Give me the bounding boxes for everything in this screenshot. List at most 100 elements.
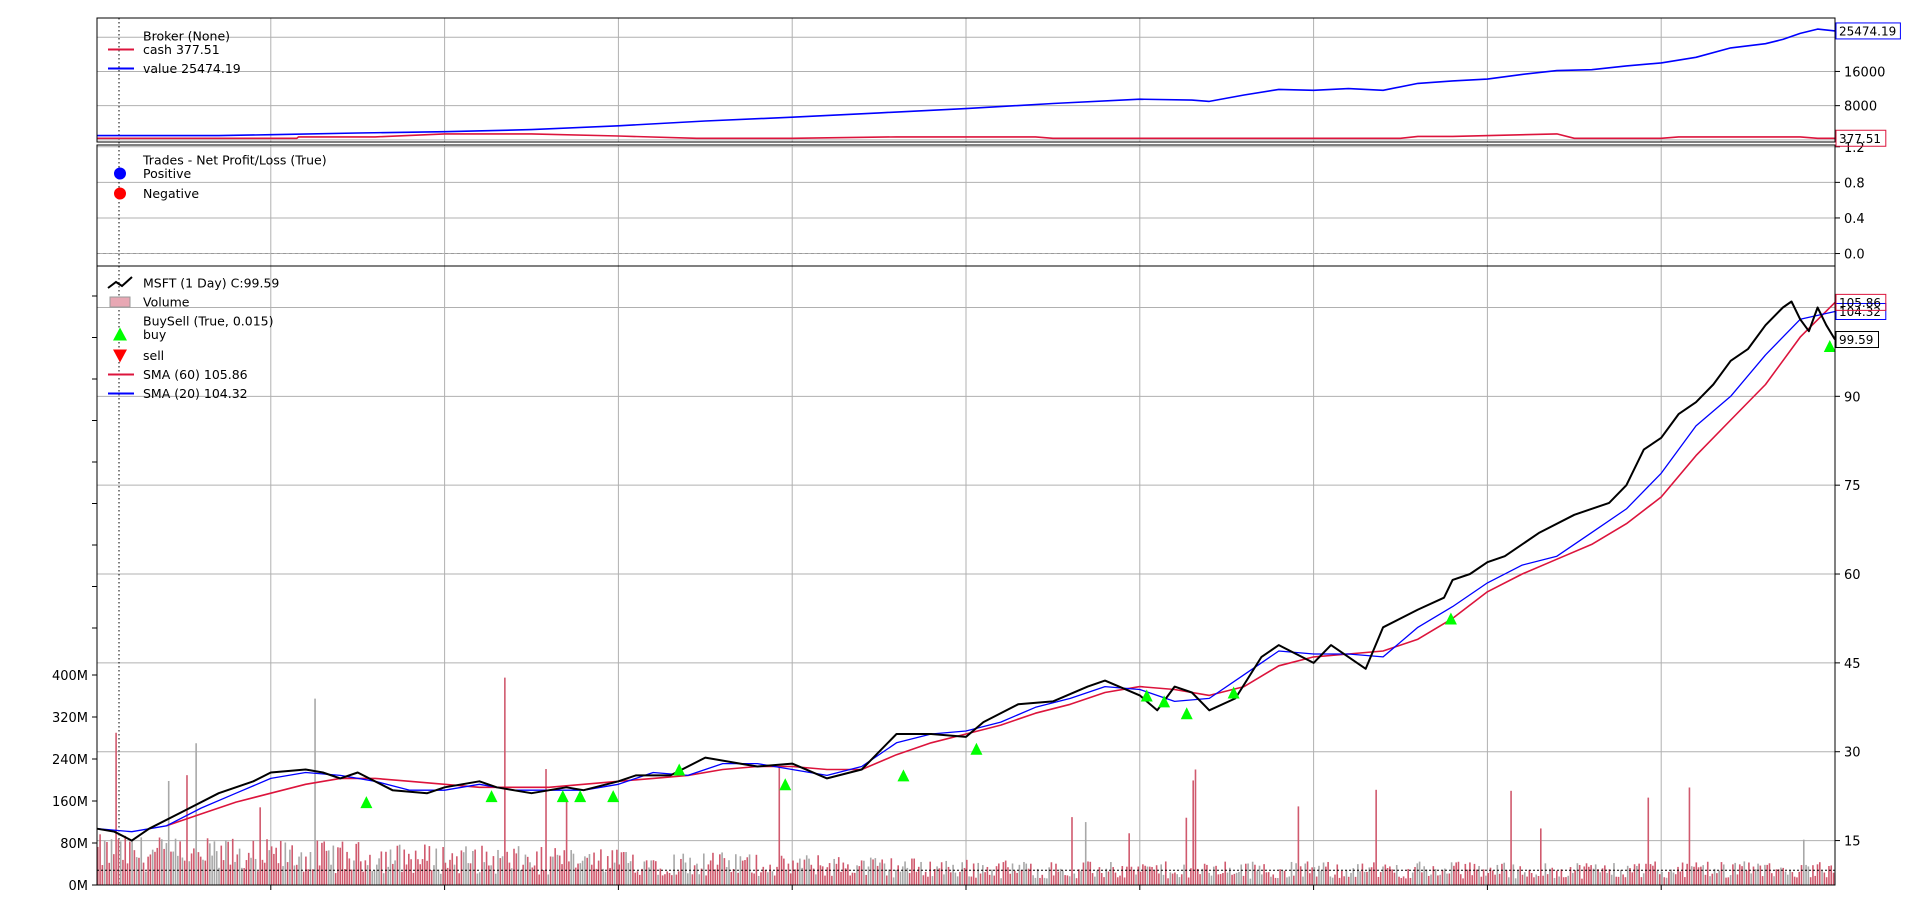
volume-bar	[119, 841, 122, 885]
volume-bar	[1057, 871, 1060, 885]
volume-bar	[1288, 876, 1291, 885]
volume-bar	[277, 863, 280, 885]
volume-bar	[757, 875, 760, 885]
volume-bar	[1219, 874, 1222, 885]
volume-bar	[323, 841, 325, 885]
volume-bar	[595, 868, 598, 885]
volume-bar	[1286, 877, 1288, 885]
volume-bar	[844, 868, 847, 885]
volume-bar	[799, 858, 801, 885]
volume-bar	[1391, 869, 1393, 885]
volume-bar	[1729, 875, 1732, 885]
volume-bar	[815, 874, 817, 885]
volume-bar	[831, 875, 833, 885]
volume-bar	[1110, 862, 1112, 885]
volume-bar	[346, 851, 348, 885]
volume-bar	[963, 867, 966, 885]
volume-bar	[1777, 869, 1780, 885]
volume-bar	[1697, 867, 1700, 885]
volume-bar	[1526, 876, 1528, 885]
volume-bar	[1606, 872, 1608, 885]
volume-bar	[1144, 865, 1146, 885]
volume-bar	[1114, 872, 1117, 885]
volume-bar	[231, 838, 234, 885]
volume-bar	[1176, 874, 1178, 885]
volume-bar	[735, 854, 737, 885]
volume-bar	[135, 857, 138, 885]
volume-bar	[584, 856, 586, 885]
price-tick-label: 75	[1844, 479, 1861, 494]
buy-marker	[970, 742, 983, 755]
volume-bar	[1649, 864, 1652, 885]
price-tick-label: 30	[1844, 746, 1861, 761]
volume-bar	[883, 863, 886, 885]
volume-bar	[1103, 877, 1105, 885]
volume-bar	[1418, 861, 1421, 885]
volume-bar	[1446, 873, 1448, 885]
volume-bar	[1007, 867, 1009, 885]
volume-bar	[1393, 872, 1396, 885]
volume-bar	[385, 851, 387, 885]
volume-bar	[901, 866, 904, 885]
volume-bar	[273, 853, 275, 885]
volume-bar	[437, 869, 440, 885]
volume-bar	[117, 839, 120, 885]
volume-bar	[940, 862, 943, 885]
volume-bar	[1084, 822, 1087, 885]
volume-bar	[1560, 869, 1563, 885]
volume-bar	[113, 854, 115, 885]
volume-bar	[961, 862, 964, 885]
volume-bar	[1169, 872, 1172, 885]
volume-bar	[1336, 864, 1339, 885]
volume-bar	[1361, 863, 1364, 885]
volume-bar	[1126, 866, 1128, 885]
volume-bar	[154, 851, 156, 885]
volume-bar	[1357, 864, 1359, 885]
volume-bar	[506, 851, 508, 885]
volume-bar	[359, 861, 362, 885]
buy-marker	[673, 763, 686, 776]
volume-bar	[396, 845, 399, 885]
volume-bar	[286, 862, 289, 885]
volume-bar	[1192, 780, 1194, 885]
volume-bar	[142, 862, 145, 885]
volume-bar	[394, 860, 396, 885]
volume-bar	[597, 860, 600, 885]
volume-bar	[991, 869, 993, 885]
volume-bar	[542, 869, 545, 885]
volume-bar	[1832, 872, 1835, 885]
volume-bar	[195, 743, 197, 885]
volume-bar	[316, 840, 319, 885]
volume-bar	[1645, 863, 1647, 885]
volume-bar	[401, 871, 403, 885]
volume-bar	[1279, 869, 1281, 885]
volume-bar	[1823, 872, 1826, 885]
volume-bar	[947, 866, 950, 885]
volume-bar	[145, 871, 147, 885]
volume-bar	[174, 838, 177, 885]
volume-bar	[1688, 787, 1691, 885]
volume-bar	[819, 865, 822, 885]
volume-bar	[874, 858, 877, 885]
volume-bar	[760, 872, 762, 885]
price-tick-label: 15	[1844, 835, 1861, 850]
volume-bar	[1014, 870, 1016, 885]
volume-bar	[611, 850, 614, 885]
volume-bar	[1544, 863, 1547, 885]
volume-bar	[1059, 868, 1062, 885]
volume-bar	[1350, 872, 1352, 885]
volume-bar	[1597, 869, 1599, 885]
volume-bar	[563, 850, 566, 885]
legend-dot-marker	[114, 187, 126, 200]
volume-bar	[1329, 876, 1332, 885]
volume-bar	[1503, 862, 1506, 885]
volume-bar	[444, 862, 447, 885]
volume-bar	[869, 857, 872, 885]
volume-bar	[1116, 877, 1119, 885]
volume-bar	[1489, 867, 1492, 885]
volume-bar	[922, 875, 925, 885]
volume-bar	[1734, 862, 1736, 885]
close-tag: 99.59	[1839, 333, 1873, 347]
volume-bar	[687, 873, 689, 885]
volume-bar	[1471, 875, 1473, 885]
